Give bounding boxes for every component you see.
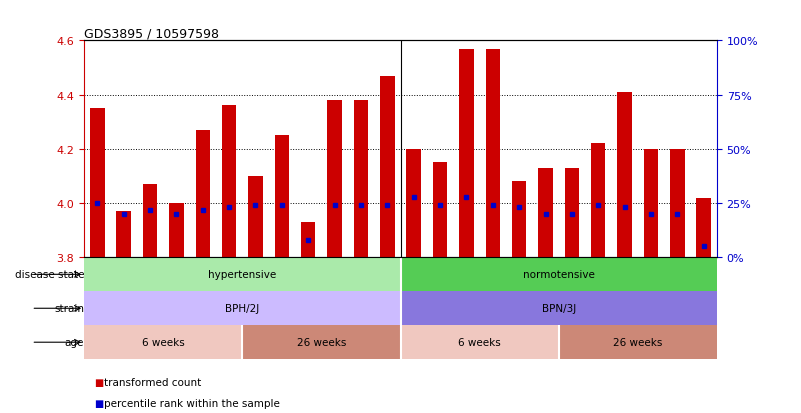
- Bar: [301, 223, 316, 258]
- Bar: [90, 109, 105, 258]
- Bar: [696, 198, 711, 258]
- Text: strain: strain: [54, 304, 84, 313]
- Bar: [222, 106, 236, 258]
- Bar: [591, 144, 606, 258]
- Text: BPH/2J: BPH/2J: [225, 304, 260, 313]
- Text: ■: ■: [94, 398, 103, 408]
- Bar: [406, 150, 421, 258]
- Bar: [143, 185, 157, 258]
- Bar: [84, 325, 242, 359]
- Bar: [538, 169, 553, 258]
- Bar: [84, 258, 401, 292]
- Text: disease state: disease state: [14, 270, 84, 280]
- Bar: [400, 325, 559, 359]
- Bar: [84, 292, 401, 325]
- Text: BPN/3J: BPN/3J: [541, 304, 576, 313]
- Text: transformed count: transformed count: [104, 377, 201, 387]
- Bar: [618, 93, 632, 258]
- Text: age: age: [65, 337, 84, 347]
- Bar: [565, 169, 579, 258]
- Text: ■: ■: [94, 377, 103, 387]
- Bar: [328, 101, 342, 258]
- Text: 26 weeks: 26 weeks: [296, 337, 346, 347]
- Text: 6 weeks: 6 weeks: [458, 337, 501, 347]
- Bar: [169, 204, 183, 258]
- Bar: [644, 150, 658, 258]
- Bar: [354, 101, 368, 258]
- Text: normotensive: normotensive: [523, 270, 594, 280]
- Bar: [459, 50, 473, 258]
- Bar: [380, 76, 395, 258]
- Bar: [670, 150, 685, 258]
- Text: percentile rank within the sample: percentile rank within the sample: [104, 398, 280, 408]
- Bar: [512, 182, 526, 258]
- Bar: [485, 50, 500, 258]
- Bar: [248, 177, 263, 258]
- Bar: [275, 136, 289, 258]
- Bar: [433, 163, 447, 258]
- Text: 26 weeks: 26 weeks: [613, 337, 662, 347]
- Bar: [242, 325, 400, 359]
- Text: GDS3895 / 10597598: GDS3895 / 10597598: [84, 27, 219, 40]
- Bar: [116, 212, 131, 258]
- Text: hypertensive: hypertensive: [208, 270, 276, 280]
- Bar: [400, 292, 717, 325]
- Bar: [559, 325, 717, 359]
- Text: 6 weeks: 6 weeks: [142, 337, 184, 347]
- Bar: [400, 258, 717, 292]
- Bar: [195, 131, 210, 258]
